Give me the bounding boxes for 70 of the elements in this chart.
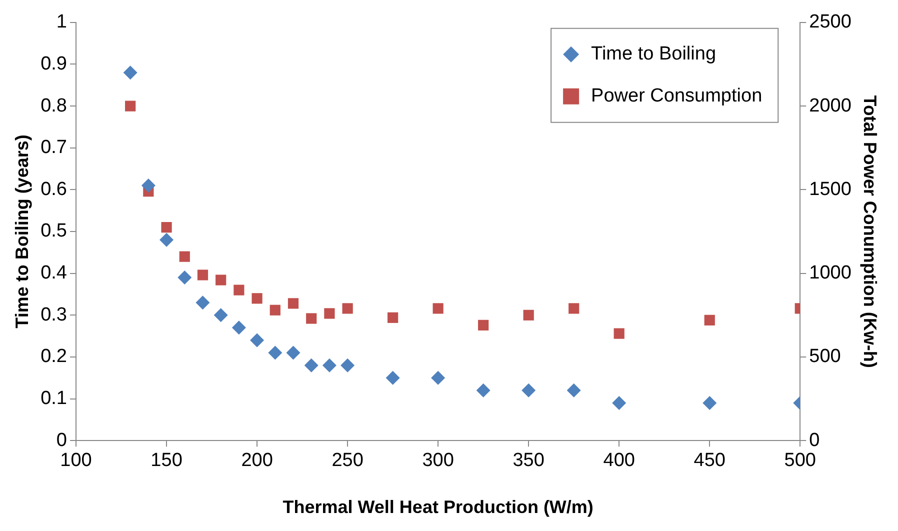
point <box>161 222 172 233</box>
y-tick-label: 0 <box>56 430 68 451</box>
point <box>388 312 398 323</box>
y-tick-label: 0.7 <box>40 137 68 158</box>
y-axis-title: Time to Boiling (years) <box>12 134 32 328</box>
point <box>234 284 244 296</box>
point <box>250 333 264 348</box>
point <box>304 358 318 372</box>
point <box>568 303 580 314</box>
point <box>178 270 192 284</box>
y-tick-label: 0.6 <box>40 178 68 200</box>
x-tick-label: 100 <box>60 450 92 472</box>
point <box>614 328 624 339</box>
y2-axis-title: Total Power Conumption (Kw-h) <box>860 95 880 368</box>
point <box>196 296 210 310</box>
point <box>340 358 355 372</box>
y2-tick-label: 1500 <box>809 178 852 200</box>
point <box>197 270 208 280</box>
y2-tick-label: 1000 <box>809 262 852 284</box>
point <box>704 314 715 326</box>
point <box>386 370 400 385</box>
point <box>216 274 226 286</box>
x-axis-title: Thermal Well Heat Production (W/m) <box>282 497 594 518</box>
point <box>342 303 353 314</box>
y-tick-label: 0.8 <box>40 95 68 116</box>
point <box>476 383 490 398</box>
point <box>123 66 138 80</box>
point <box>214 308 228 322</box>
x-tick-label: 250 <box>332 450 364 472</box>
point <box>478 320 489 330</box>
point <box>432 303 444 314</box>
y-tick-label: 0.3 <box>40 304 68 326</box>
point <box>179 251 190 262</box>
point <box>612 396 626 410</box>
y-tick-label: 0.4 <box>40 262 68 284</box>
point <box>232 320 246 335</box>
point <box>270 304 280 316</box>
legend-label: Power Consumption <box>591 86 762 107</box>
y-tick-label: 0.1 <box>40 388 68 410</box>
point <box>286 346 300 360</box>
point <box>141 178 156 192</box>
x-tick-label: 200 <box>241 450 273 472</box>
x-tick-label: 350 <box>512 450 544 472</box>
point <box>322 358 336 372</box>
point <box>431 370 446 385</box>
y-tick-label: 0.5 <box>40 220 68 242</box>
x-tick-label: 150 <box>150 450 182 472</box>
point <box>288 298 299 309</box>
legend-label: Time to Boiling <box>591 44 716 65</box>
x-tick-label: 300 <box>422 450 454 472</box>
y2-tick-label: 500 <box>809 346 841 368</box>
point <box>566 383 581 398</box>
point <box>160 232 174 247</box>
point <box>268 346 282 360</box>
x-tick-label: 450 <box>694 450 726 472</box>
y2-tick-label: 2000 <box>809 95 852 116</box>
point <box>125 100 136 112</box>
y2-tick-label: 2500 <box>809 12 852 33</box>
y-tick-label: 1 <box>56 12 68 33</box>
point <box>702 396 717 410</box>
y2-tick-label: 0 <box>809 430 820 451</box>
point <box>252 293 262 304</box>
y-tick-label: 0.2 <box>40 346 68 368</box>
x-tick-label: 400 <box>603 450 635 472</box>
y-tick-label: 0.9 <box>40 53 68 74</box>
point <box>522 383 536 398</box>
point <box>306 313 317 324</box>
point <box>523 310 534 320</box>
x-tick-label: 500 <box>784 450 816 472</box>
point <box>324 308 335 319</box>
